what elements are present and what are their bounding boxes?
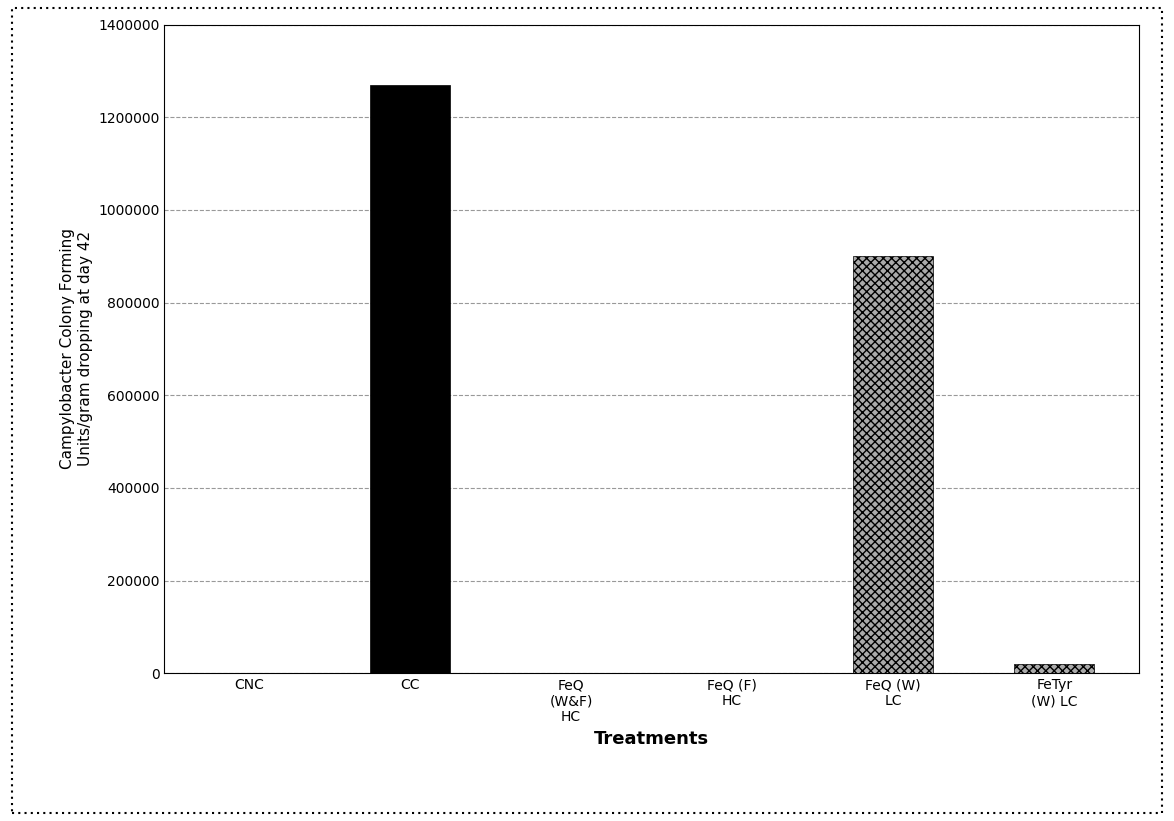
Bar [852, 256, 933, 673]
Bar [370, 85, 451, 673]
Y-axis label: Campylobacter Colony Forming
Units/gram dropping at day 42: Campylobacter Colony Forming Units/gram … [60, 228, 93, 470]
X-axis label: Treatments: Treatments [594, 730, 709, 748]
Bar [1014, 664, 1094, 673]
